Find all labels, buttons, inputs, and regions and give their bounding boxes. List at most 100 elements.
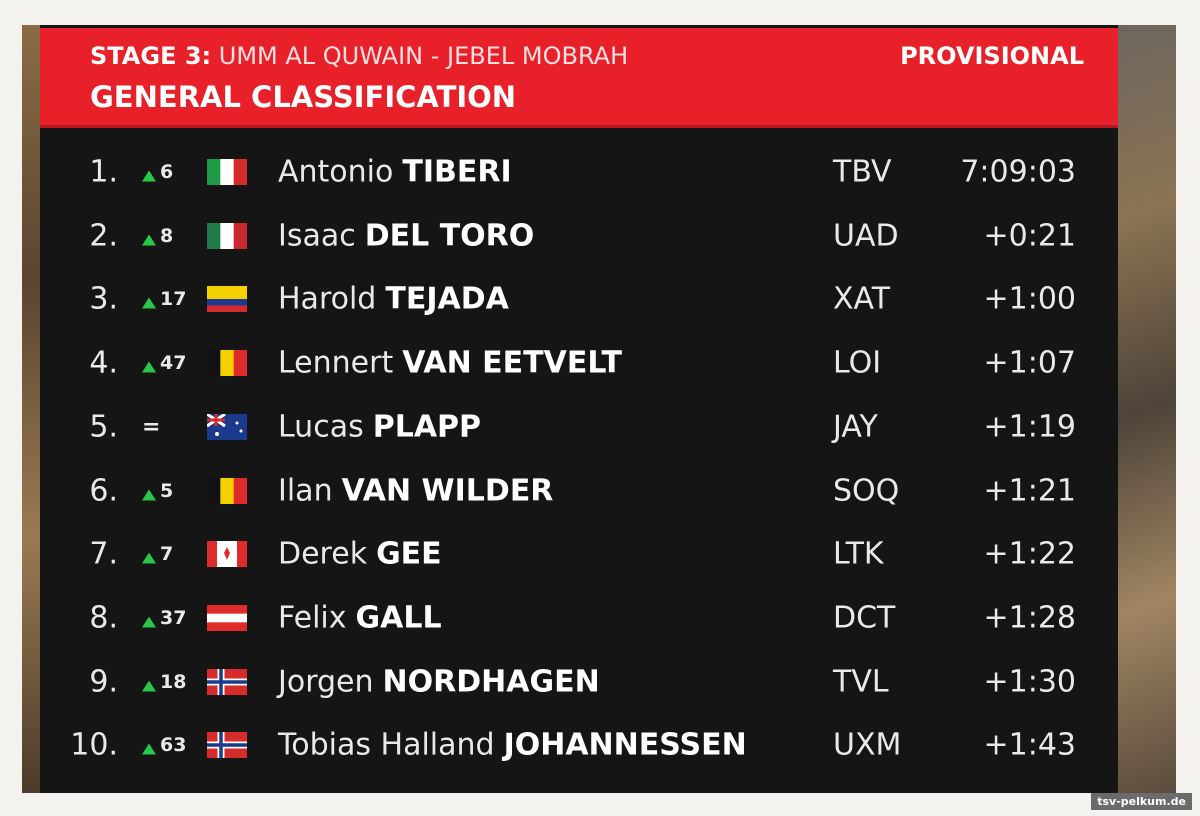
first-name: Felix [278, 600, 347, 636]
rank: 2. [89, 218, 118, 254]
team: LOI [833, 345, 882, 381]
team: JAY [833, 409, 878, 445]
position-change: 17 [160, 288, 187, 311]
up-arrow [142, 616, 156, 628]
position-change: 5 [160, 479, 174, 502]
up-arrow [142, 743, 156, 755]
flag [207, 350, 248, 377]
trend-arrow [142, 473, 156, 508]
trend-arrow [142, 537, 156, 572]
up-arrow [142, 170, 156, 182]
rider-name: Lennert VAN EETVELT [278, 346, 622, 381]
position-change: 37 [160, 606, 187, 629]
rider-row: 1. 6 Antonio TIBERI TBV 7:09:03 [40, 142, 1118, 202]
rider-name: Jorgen NORDHAGEN [278, 664, 600, 699]
flag [207, 286, 247, 313]
route: UMM AL QUWAIN - JEBEL MOBRAH [218, 42, 629, 70]
team: SOQ [833, 473, 900, 508]
team: UAD [833, 218, 899, 254]
time: +1:30 [983, 664, 1076, 700]
flag-cell [207, 541, 247, 568]
last-name: TIBERI [402, 154, 512, 190]
rank: 8. [89, 600, 118, 636]
stage-line: STAGE 3: UMM AL QUWAIN - JEBEL MOBRAH [90, 42, 628, 70]
flag-cell [207, 159, 248, 185]
team: UXM [833, 727, 902, 763]
background-right [1116, 25, 1176, 793]
team: DCT [833, 600, 896, 636]
team: XAT [833, 281, 891, 317]
time: +1:07 [983, 345, 1076, 381]
time: 7:09:03 [960, 154, 1076, 190]
rider-name: Isaac DEL TORO [278, 218, 534, 253]
rider-row: 6. 5 Ilan VAN WILDER SOQ +1:21 [40, 461, 1118, 521]
last-name: NORDHAGEN [382, 664, 600, 700]
last-name: TEJADA [385, 281, 509, 317]
position-change: 6 [160, 161, 174, 183]
stage: STAGE 3: [90, 42, 212, 70]
first-name: Ilan [278, 473, 333, 508]
rank: 1. [89, 154, 118, 190]
rider-row: 5. = Lucas PLAPP JAY +1:19 [40, 397, 1118, 457]
up-arrow [142, 489, 156, 500]
position-change: 63 [160, 734, 187, 757]
up-arrow [142, 680, 156, 692]
title: GENERAL CLASSIFICATION [90, 80, 517, 114]
rider-name: Harold TEJADA [278, 282, 509, 317]
flag-cell [207, 604, 247, 632]
flag-cell [207, 668, 247, 695]
trend-arrow [142, 218, 156, 253]
flag-cell [207, 286, 247, 313]
last-name: JOHANNESSEN [503, 727, 747, 763]
rider-row: 8. 37 Felix GALL DCT +1:28 [40, 588, 1118, 648]
up-arrow [142, 361, 156, 373]
flag-cell [207, 350, 248, 377]
rider-name: Lucas PLAPP [278, 409, 481, 444]
team: LTK [833, 536, 884, 572]
flag-cell [207, 222, 248, 249]
rank: 9. [89, 664, 118, 700]
last-name: VAN WILDER [341, 473, 554, 508]
time: +1:21 [983, 473, 1076, 508]
time: +1:00 [983, 281, 1076, 317]
rider-name: Ilan VAN WILDER [278, 473, 553, 508]
rank: 7. [89, 536, 118, 572]
time: +0:21 [983, 218, 1076, 254]
rider-row: 2. 8 Isaac DEL TORO UAD +0:21 [40, 206, 1118, 266]
rank: 3. [89, 281, 118, 317]
rank: 10. [70, 727, 118, 763]
rider-name: Antonio TIBERI [278, 155, 512, 190]
trend-arrow [142, 600, 156, 635]
flag [207, 159, 248, 185]
trend-arrow [142, 346, 156, 381]
up-arrow [142, 297, 156, 309]
up-arrow [142, 552, 156, 564]
team: TVL [833, 664, 889, 700]
trend-arrow [142, 282, 156, 317]
flag [207, 541, 247, 568]
first-name: Harold [278, 281, 377, 317]
flag-cell [207, 477, 248, 504]
rider-row: 10. 63 Tobias Halland JOHANNESSEN UXM +1:43 [40, 715, 1118, 775]
time: +1:43 [983, 727, 1076, 763]
rider-name: Derek GEE [278, 537, 442, 572]
rank: 4. [89, 345, 118, 381]
trend-arrow [142, 728, 156, 763]
position-change: 8 [160, 224, 174, 247]
watermark: tsv-pelkum.de [1091, 793, 1192, 810]
position-change: 18 [160, 670, 187, 693]
trend-arrow [142, 664, 156, 699]
position-change: = [142, 414, 161, 440]
last-name: VAN EETVELT [402, 345, 622, 381]
rider-row: 4. 47 Lennert VAN EETVELT LOI +1:07 [40, 333, 1118, 393]
team: TBV [833, 154, 892, 190]
first-name: Lennert [278, 345, 394, 381]
rider-row: 9. 18 Jorgen NORDHAGEN TVL +1:30 [40, 652, 1118, 712]
flag-cell [206, 412, 247, 440]
time: +1:28 [983, 600, 1076, 636]
position-change: 47 [160, 352, 187, 375]
rider-name: Felix GALL [278, 600, 442, 635]
rider-row: 7. 7 Derek GEE LTK +1:22 [40, 524, 1118, 584]
time: +1:19 [983, 409, 1076, 445]
